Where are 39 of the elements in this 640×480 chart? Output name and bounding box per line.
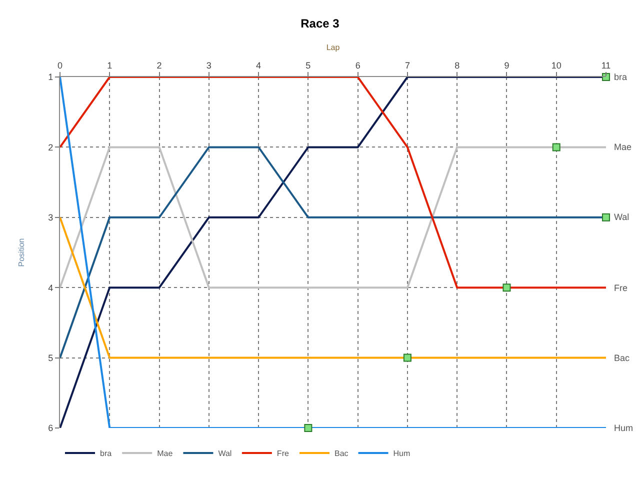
y-axis-title: Position <box>16 238 26 267</box>
point <box>304 424 312 432</box>
x-tick-label: 0 <box>57 60 63 70</box>
legend-label: Bac <box>334 449 348 458</box>
x-tick-label: 4 <box>256 60 262 70</box>
text: bra <box>614 72 628 82</box>
x-tick-label: 9 <box>504 60 510 70</box>
x-tick-label: 7 <box>404 60 410 70</box>
x-tick-label: 6 <box>355 60 360 70</box>
legend-label: Wal <box>218 449 232 458</box>
text: Wal <box>614 212 630 222</box>
y-tick-label: 3 <box>48 212 54 223</box>
legend-label: bra <box>100 449 112 458</box>
x-tick-label: 3 <box>206 60 212 70</box>
point <box>403 354 412 362</box>
x-axis-title: Lap <box>326 43 340 52</box>
x-tick-label: 2 <box>156 60 162 70</box>
y-tick-label: 1 <box>48 72 54 82</box>
y-tick-label: 4 <box>48 282 54 293</box>
x-tick-label: 10 <box>551 60 562 70</box>
point <box>602 73 610 81</box>
point <box>502 284 511 292</box>
chart-title: Race 3 <box>300 16 340 31</box>
legend-label: Mae <box>157 449 174 458</box>
text: Bac <box>614 353 630 363</box>
y-tick-label: 2 <box>48 142 54 152</box>
point <box>552 143 560 152</box>
y-tick-label: 5 <box>48 352 54 363</box>
x-tick-label: 5 <box>306 60 311 70</box>
x-tick-label: 8 <box>454 60 460 70</box>
text: Mae <box>614 142 632 152</box>
legend-label: Hum <box>393 449 411 458</box>
x-tick-label: 1 <box>107 60 112 70</box>
point <box>602 213 610 222</box>
text: Hum <box>614 423 634 433</box>
x-tick-label: 11 <box>601 60 611 70</box>
y-tick-label: 6 <box>48 423 54 434</box>
text: Fre <box>614 283 628 293</box>
legend-label: Fre <box>276 449 290 458</box>
